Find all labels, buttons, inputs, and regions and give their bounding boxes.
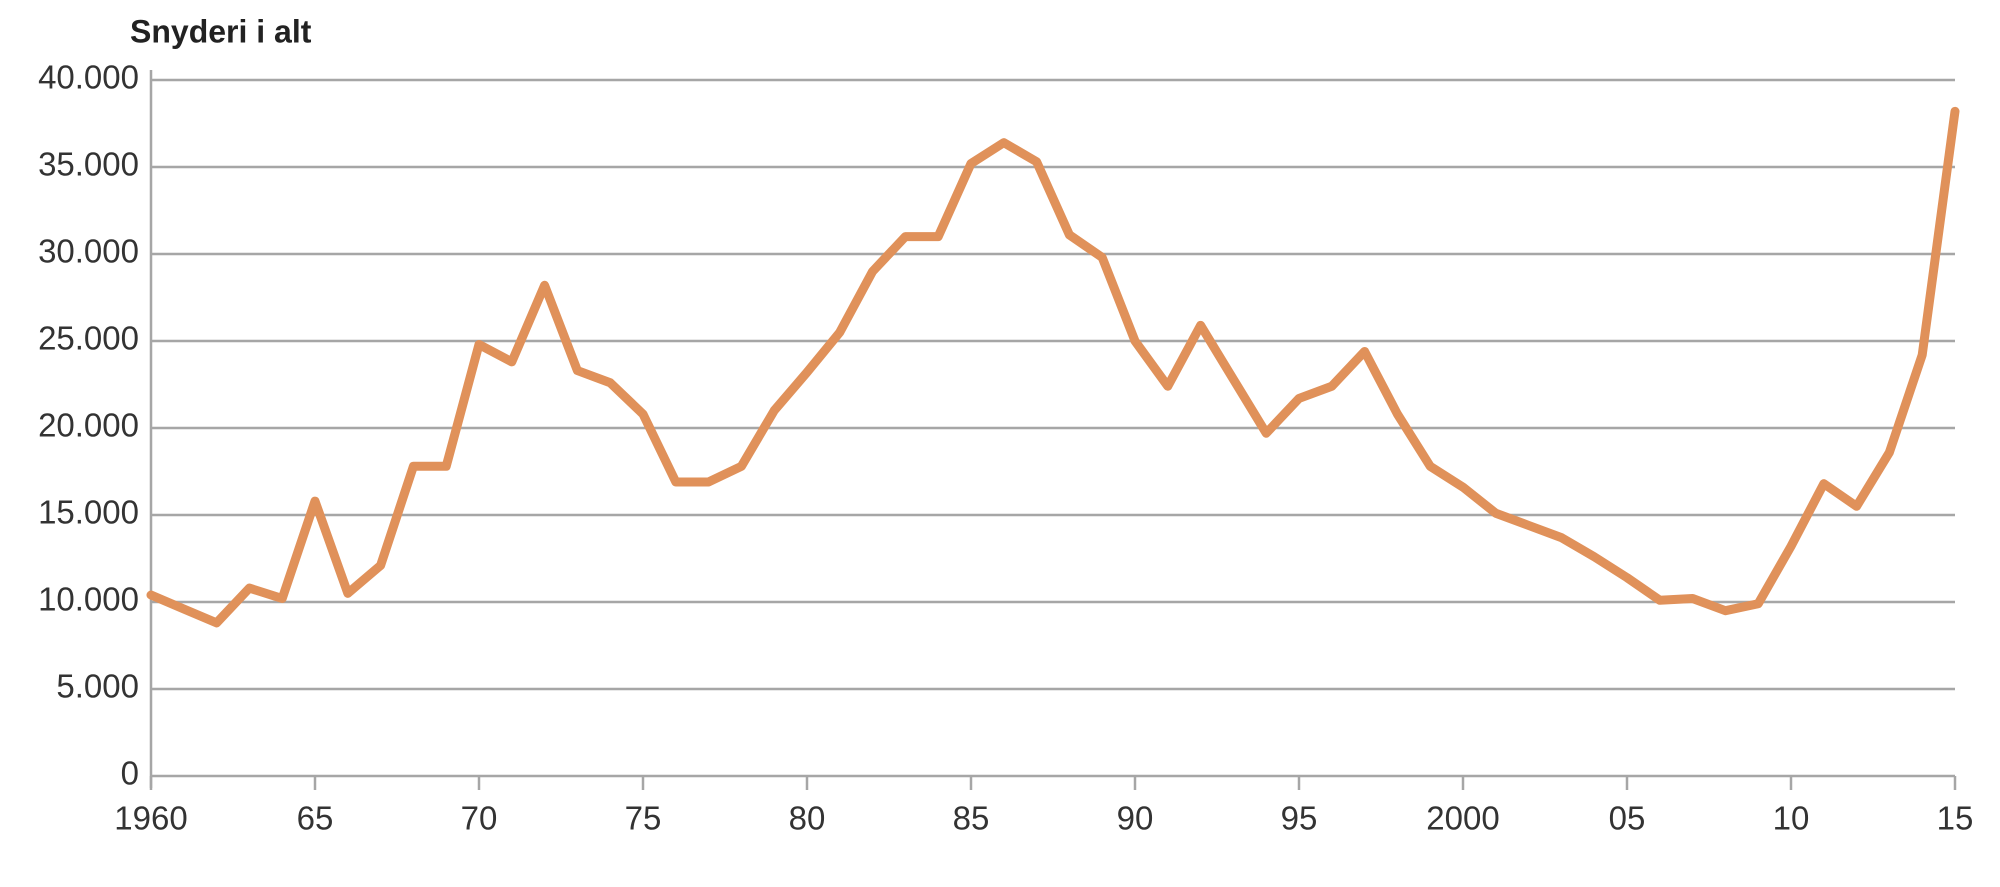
y-tick-label: 40.000 [38,59,139,96]
y-tick-label: 35.000 [38,146,139,183]
chart-title: Snyderi i alt [130,13,312,49]
y-tick-label: 20.000 [38,407,139,444]
x-tick-label: 80 [789,800,826,837]
y-tick-label: 30.000 [38,233,139,270]
x-tick-label: 95 [1281,800,1318,837]
x-tick-label: 70 [461,800,498,837]
x-tick-label: 1960 [114,800,187,837]
y-tick-label: 15.000 [38,494,139,531]
x-tick-label: 75 [625,800,662,837]
x-tick-label: 15 [1937,800,1974,837]
x-tick-label: 65 [297,800,334,837]
y-tick-label: 10.000 [38,581,139,618]
x-tick-label: 05 [1609,800,1646,837]
x-tick-label: 2000 [1426,800,1499,837]
x-tick-label: 85 [953,800,990,837]
y-tick-label: 0 [121,755,139,792]
x-tick-label: 90 [1117,800,1154,837]
x-tick-label: 10 [1773,800,1810,837]
data-line [146,106,1960,628]
y-tick-label: 5.000 [56,668,139,705]
y-tick-label: 25.000 [38,320,139,357]
